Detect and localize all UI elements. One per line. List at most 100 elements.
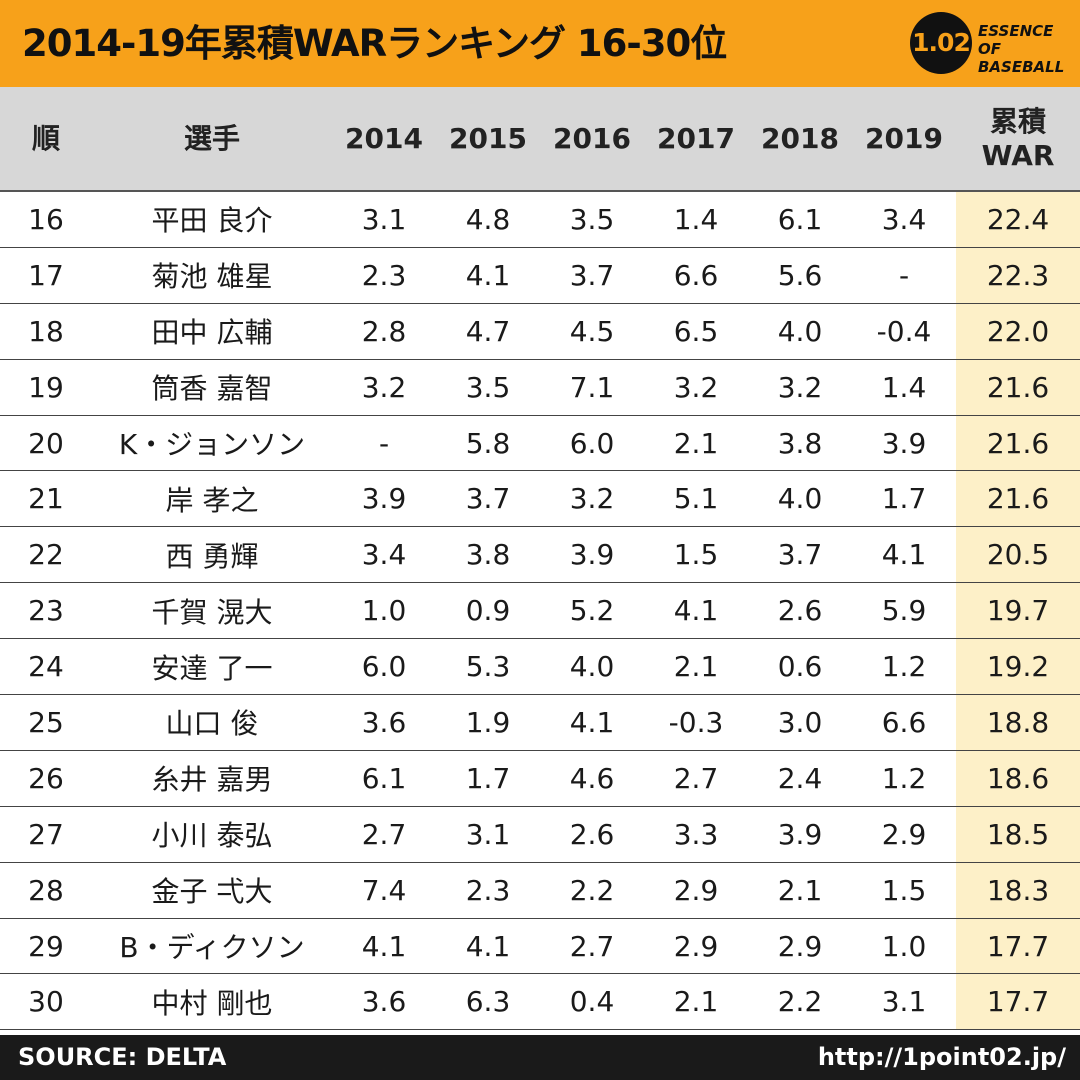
war-2016-cell: 3.7 xyxy=(569,258,615,292)
header-2017: 2017 xyxy=(657,121,735,155)
war-2018-cell: 3.9 xyxy=(777,817,823,851)
war-2018-cell: 2.2 xyxy=(777,985,823,1019)
war-2017-cell: 2.9 xyxy=(673,929,719,963)
war-2016-cell: 4.0 xyxy=(569,650,615,684)
table-row: 16 平田 良介 3.1 4.8 3.5 1.4 6.1 3.4 22.4 xyxy=(0,192,1080,248)
rank-cell: 17 xyxy=(28,258,64,292)
player-cell: 安達 了一 xyxy=(151,651,273,685)
brand-logo: 1.02 ESSENCE OF BASEBALL xyxy=(910,10,1075,76)
war-2015-cell: 5.3 xyxy=(465,650,511,684)
war-2017-cell: 3.3 xyxy=(673,817,719,851)
rank-cell: 26 xyxy=(28,761,64,795)
war-2018-cell: 0.6 xyxy=(777,650,823,684)
logo-line-1: ESSENCE OF xyxy=(978,22,1054,58)
table-row: 28 金子 弌大 7.4 2.3 2.2 2.9 2.1 1.5 18.3 xyxy=(0,862,1080,919)
cumulative-war-cell: 19.2 xyxy=(956,639,1080,695)
player-cell: 小川 泰弘 xyxy=(151,819,273,853)
war-2017-cell: 2.1 xyxy=(673,426,719,460)
war-2015-cell: 6.3 xyxy=(465,985,511,1019)
player-cell: K・ジョンソン xyxy=(118,428,306,461)
table-body: 16 平田 良介 3.1 4.8 3.5 1.4 6.1 3.4 22.4 17 菊池 雄星 2.3 4… xyxy=(0,192,1080,1031)
header-rank: 順 xyxy=(31,121,60,155)
war-2015-cell: 3.1 xyxy=(465,817,511,851)
cumulative-war-cell: 22.4 xyxy=(956,192,1080,247)
logo-text: ESSENCE OF BASEBALL xyxy=(978,22,1075,76)
site-url: http://1point02.jp/ xyxy=(817,1043,1066,1071)
header-cumulative: 累積 xyxy=(989,104,1046,138)
rank-cell: 30 xyxy=(28,985,64,1019)
table-header: 順 選手 2014 2015 2016 2017 2018 2019 累積 WA… xyxy=(0,87,1080,192)
war-2018-cell: 6.1 xyxy=(777,202,823,236)
logo-line-2: BASEBALL xyxy=(978,58,1065,76)
cumulative-war-cell: 21.6 xyxy=(956,359,1080,415)
war-2019-cell: 6.6 xyxy=(881,705,927,739)
cumulative-war-cell: 18.6 xyxy=(956,750,1080,806)
war-2015-cell: 4.1 xyxy=(465,258,511,292)
war-2014-cell: 3.4 xyxy=(361,538,407,572)
war-2015-cell: 0.9 xyxy=(465,594,511,628)
table-row: 29 B・ディクソン 4.1 4.1 2.7 2.9 2.9 1.0 17.7 xyxy=(0,918,1080,975)
cumulative-war-cell: 20.5 xyxy=(956,527,1080,583)
war-2014-cell: - xyxy=(378,426,390,460)
source-label: SOURCE: DELTA xyxy=(18,1043,227,1071)
war-2014-cell: 2.8 xyxy=(361,314,407,348)
war-2019-cell: 3.1 xyxy=(881,985,927,1019)
table-row: 23 千賀 滉大 1.0 0.9 5.2 4.1 2.6 5.9 19.7 xyxy=(0,583,1080,640)
war-2017-cell: 3.2 xyxy=(673,370,719,404)
war-2015-cell: 3.5 xyxy=(465,370,511,404)
war-2018-cell: 4.0 xyxy=(777,482,823,516)
rank-cell: 16 xyxy=(28,202,64,236)
war-2018-cell: 3.0 xyxy=(777,705,823,739)
war-2018-cell: 2.4 xyxy=(777,761,823,795)
war-2017-cell: 1.5 xyxy=(673,538,719,572)
war-2018-cell: 3.7 xyxy=(777,538,823,572)
header-2015: 2015 xyxy=(449,121,527,155)
war-2016-cell: 4.6 xyxy=(569,761,615,795)
player-cell: 田中 広輔 xyxy=(151,316,273,350)
war-2018-cell: 2.6 xyxy=(777,594,823,628)
war-2014-cell: 3.2 xyxy=(361,370,407,404)
war-2014-cell: 1.0 xyxy=(361,594,407,628)
cumulative-war-cell: 18.5 xyxy=(956,806,1080,862)
war-2017-cell: 2.1 xyxy=(673,650,719,684)
war-2015-cell: 3.8 xyxy=(465,538,511,572)
war-2019-cell: 4.1 xyxy=(881,538,927,572)
war-2019-cell: 5.9 xyxy=(881,594,927,628)
war-2015-cell: 2.3 xyxy=(465,873,511,907)
war-2015-cell: 4.7 xyxy=(465,314,511,348)
rank-cell: 25 xyxy=(28,705,64,739)
war-2015-cell: 1.9 xyxy=(465,705,511,739)
player-cell: B・ディクソン xyxy=(119,931,305,965)
table-row: 22 西 勇輝 3.4 3.8 3.9 1.5 3.7 4.1 20.5 xyxy=(0,527,1080,584)
war-2019-cell: 1.4 xyxy=(881,370,927,404)
war-2018-cell: 4.0 xyxy=(777,314,823,348)
table-row: 26 糸井 嘉男 6.1 1.7 4.6 2.7 2.4 1.2 18.6 xyxy=(0,750,1080,807)
title-bar: 2014-19年累積WARランキング 16-30位 1.02 ESSENCE O… xyxy=(0,0,1080,87)
rank-cell: 18 xyxy=(28,314,64,348)
footer-bar: SOURCE: DELTA http://1point02.jp/ xyxy=(0,1035,1080,1080)
logo-mark: 1.02 xyxy=(910,12,972,74)
player-cell: 平田 良介 xyxy=(151,204,273,238)
war-2017-cell: 2.7 xyxy=(673,761,719,795)
player-cell: 糸井 嘉男 xyxy=(151,763,273,797)
player-cell: 西 勇輝 xyxy=(165,539,259,573)
player-cell: 千賀 滉大 xyxy=(151,595,273,629)
player-cell: 金子 弌大 xyxy=(151,875,273,909)
war-2016-cell: 2.7 xyxy=(569,929,615,963)
header-war: WAR xyxy=(981,138,1055,172)
table-row: 17 菊池 雄星 2.3 4.1 3.7 6.6 5.6 - 22.3 xyxy=(0,247,1080,304)
war-2016-cell: 3.5 xyxy=(569,202,615,236)
cumulative-war-cell: 22.0 xyxy=(956,303,1080,359)
war-2016-cell: 3.9 xyxy=(569,538,615,572)
war-2017-cell: 6.6 xyxy=(673,258,719,292)
header-cumulative-war: 累積 WAR xyxy=(956,87,1080,190)
war-2016-cell: 6.0 xyxy=(569,426,615,460)
war-2017-cell: 1.4 xyxy=(673,202,719,236)
war-2018-cell: 5.6 xyxy=(777,258,823,292)
war-2019-cell: 1.0 xyxy=(881,929,927,963)
war-2014-cell: 6.1 xyxy=(361,761,407,795)
war-2014-cell: 2.3 xyxy=(361,258,407,292)
war-2015-cell: 1.7 xyxy=(465,761,511,795)
table-row: 21 岸 孝之 3.9 3.7 3.2 5.1 4.0 1.7 21.6 xyxy=(0,471,1080,528)
war-2018-cell: 3.8 xyxy=(777,426,823,460)
